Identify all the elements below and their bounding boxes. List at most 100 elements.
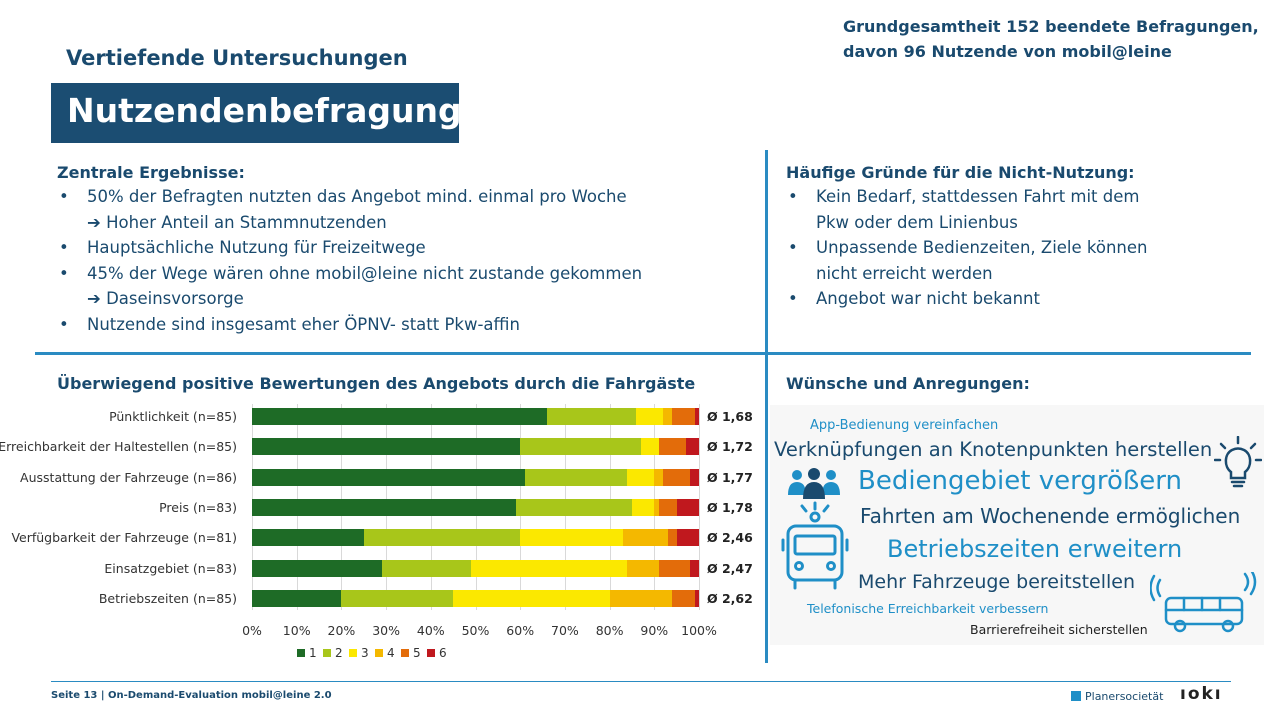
- x-tick-label: 70%: [550, 623, 579, 638]
- bar-segment-5: [667, 529, 677, 547]
- section-subtitle: Vertiefende Untersuchungen: [66, 46, 408, 70]
- ioki-logo: ıokı: [1180, 684, 1223, 704]
- bar-segment-1: [252, 498, 516, 516]
- bar-segment-5: [658, 498, 677, 516]
- wish-phone: Telefonische Erreichbarkeit verbessern: [807, 601, 1049, 616]
- bar-segment-3: [627, 468, 655, 486]
- reason-text: Kein Bedarf, stattdessen Fahrt mit dem: [816, 187, 1140, 206]
- bar-segment-5: [658, 559, 691, 577]
- population-line-2: davon 96 Nutzende von mobil@leine: [843, 42, 1172, 61]
- average-label: Ø 1,77: [707, 469, 753, 485]
- legend-label: 2: [335, 646, 343, 660]
- bar-segment-2: [341, 589, 454, 607]
- bar-segment-3: [520, 529, 623, 547]
- bar-segment-2: [515, 498, 632, 516]
- category-label: Einsatzgebiet (n=83): [104, 560, 237, 576]
- bar-segment-4: [663, 408, 673, 425]
- bar-segment-6: [690, 468, 699, 486]
- bar-segment-3: [631, 498, 655, 516]
- legend-item: 5: [401, 646, 421, 660]
- footer-divider: [51, 681, 1231, 682]
- chart-title: Überwiegend positive Bewertungen des Ang…: [57, 374, 696, 393]
- bar-segment-2: [381, 559, 472, 577]
- wish-area: Bediengebiet vergrößern: [858, 466, 1182, 496]
- legend-label: 1: [309, 646, 317, 660]
- bar-segment-1: [252, 468, 525, 486]
- bar-segment-6: [694, 408, 699, 425]
- average-label: Ø 1,68: [707, 409, 753, 424]
- bar-segment-6: [694, 589, 699, 607]
- bar-segment-6: [676, 498, 699, 516]
- category-label: Erreichbarkeit der Haltestellen (n=85): [0, 439, 237, 455]
- category-label: Betriebszeiten (n=85): [98, 590, 237, 606]
- legend-label: 3: [361, 646, 369, 660]
- wishes-heading: Wünsche und Anregungen:: [786, 374, 1030, 393]
- category-label: Ausstattung der Fahrzeuge (n=86): [20, 469, 237, 485]
- bar-segment-3: [471, 559, 628, 577]
- result-item: • Nutzende sind insgesamt eher ÖPNV- stat…: [59, 314, 520, 334]
- horizontal-divider: [35, 352, 1251, 355]
- minibus-icon: [1150, 572, 1257, 633]
- wish-connections: Verknüpfungen an Knotenpunkten herstelle…: [774, 438, 1213, 461]
- legend-swatch: [349, 649, 357, 657]
- reasons-heading: Häufige Gründe für die Nicht-Nutzung:: [786, 163, 1135, 182]
- bar-segment-1: [252, 529, 364, 547]
- legend-item: 2: [323, 646, 343, 660]
- x-tick-label: 90%: [640, 623, 669, 638]
- result-subitem: ➔ Hoher Anteil an Stammnutzenden: [57, 210, 642, 236]
- logo-text: Planersocietät: [1085, 690, 1164, 703]
- legend-swatch: [323, 649, 331, 657]
- title-box: Nutzendenbefragung: [51, 83, 462, 143]
- bar-segment-1: [252, 408, 548, 425]
- arrow-icon: ➔: [87, 289, 107, 308]
- legend-item: 1: [297, 646, 317, 660]
- reason-text: Angebot war nicht bekannt: [816, 289, 1040, 308]
- legend-item: 4: [375, 646, 395, 660]
- result-subitem: ➔ Daseinsvorsorge: [57, 286, 642, 312]
- x-tick-label: 20%: [327, 623, 356, 638]
- reason-item: • Angebot war nicht bekannt: [788, 289, 1040, 308]
- result-text: 50% der Befragten nutzten das Angebot mi…: [87, 187, 627, 206]
- people-group-icon: [788, 468, 840, 499]
- x-tick-label: 100%: [681, 623, 717, 638]
- footer-text: Seite 13 | On-Demand-Evaluation mobil@le…: [51, 690, 332, 701]
- bus-icon: [781, 501, 849, 590]
- wishes-cloud: [770, 405, 1264, 645]
- x-tick-label: 80%: [595, 623, 624, 638]
- bar-segment-3: [640, 438, 659, 456]
- reasons-section: Häufige Gründe für die Nicht-Nutzung: • K…: [786, 163, 1148, 312]
- lightbulb-icon: [1214, 436, 1262, 488]
- x-tick-label: 0%: [242, 623, 262, 638]
- bar-segment-5: [672, 589, 695, 607]
- legend-label: 4: [387, 646, 395, 660]
- result-subtext: Hoher Anteil an Stammnutzenden: [106, 212, 387, 232]
- result-subtext: Daseinsvorsorge: [106, 289, 244, 308]
- x-tick-label: 30%: [372, 623, 400, 638]
- legend-swatch: [375, 649, 383, 657]
- average-label: Ø 2,47: [707, 560, 753, 576]
- population-info: Grundgesamtheit 152 beendete Befragungen…: [843, 14, 1259, 64]
- bar-segment-4: [654, 498, 659, 516]
- bar-segment-6: [676, 529, 699, 547]
- bar-segment-1: [252, 559, 382, 577]
- bar-segment-2: [363, 529, 521, 547]
- reason-continuation: Pkw oder dem Linienbus: [816, 212, 1018, 232]
- x-tick-label: 40%: [416, 623, 445, 638]
- wish-app: App-Bedienung vereinfachen: [810, 418, 999, 433]
- bar-segment-2: [547, 408, 637, 425]
- bar-segment-4: [609, 589, 673, 607]
- bar-segment-1: [252, 438, 521, 456]
- bar-segment-3: [453, 589, 610, 607]
- reason-continuation: nicht erreicht werden: [816, 263, 993, 283]
- bar-segment-5: [663, 468, 691, 486]
- legend-label: 6: [439, 646, 447, 660]
- legend-label: 5: [413, 646, 421, 660]
- reason-item: • Kein Bedarf, stattdessen Fahrt mit dem: [788, 187, 1140, 206]
- result-item: • 50% der Befragten nutzten das Angebot m…: [59, 187, 627, 206]
- average-label: Ø 1,78: [707, 499, 753, 515]
- bar-segment-3: [636, 408, 664, 425]
- results-section: Zentrale Ergebnisse: • 50% der Befragten …: [57, 163, 642, 337]
- arrow-icon: ➔: [87, 212, 107, 232]
- reason-text: Unpassende Bedienzeiten, Ziele können: [816, 238, 1148, 257]
- bar-segment-6: [690, 559, 699, 577]
